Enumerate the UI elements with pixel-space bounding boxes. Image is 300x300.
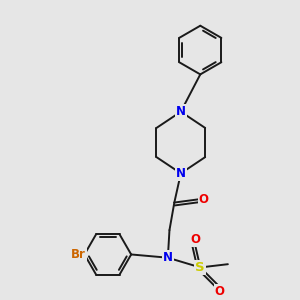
Text: Br: Br: [71, 248, 86, 261]
Text: O: O: [199, 193, 208, 206]
Text: O: O: [215, 285, 225, 298]
Text: S: S: [196, 261, 205, 274]
Text: N: N: [176, 167, 186, 180]
Text: N: N: [176, 105, 186, 118]
Text: N: N: [163, 251, 173, 264]
Text: O: O: [190, 233, 200, 246]
